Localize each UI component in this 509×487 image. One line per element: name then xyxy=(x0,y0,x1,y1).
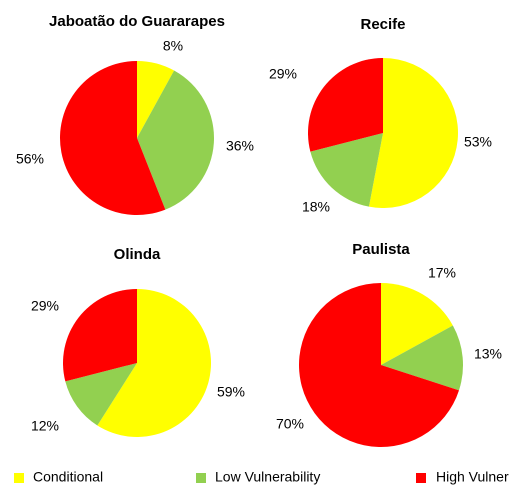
data-label: 29% xyxy=(269,66,297,82)
data-label: 18% xyxy=(302,199,330,215)
chart-title: Paulista xyxy=(352,241,410,258)
pie-slice xyxy=(310,133,383,207)
chart-title: Jaboatão do Guararapes xyxy=(49,13,225,30)
pie-slice xyxy=(308,58,383,152)
legend-label: Low Vulnerability xyxy=(215,469,320,485)
data-label: 56% xyxy=(16,151,44,167)
data-label: 53% xyxy=(464,134,492,150)
data-label: 17% xyxy=(428,265,456,281)
pie-slice xyxy=(63,289,137,382)
legend-swatch xyxy=(14,473,24,483)
chart-title: Recife xyxy=(360,16,405,33)
pie-slice xyxy=(368,58,459,208)
pie-slice xyxy=(97,289,211,437)
pie-slice xyxy=(137,70,214,210)
pie-slice xyxy=(381,283,453,365)
pie-slice xyxy=(298,283,459,447)
data-label: 13% xyxy=(474,346,502,362)
data-label: 36% xyxy=(226,138,254,154)
data-label: 12% xyxy=(31,418,59,434)
data-label: 59% xyxy=(217,384,245,400)
chart-title: Olinda xyxy=(114,246,161,263)
pie-slice xyxy=(137,61,175,138)
pie-slice xyxy=(65,363,137,426)
pie-slice xyxy=(60,60,166,215)
data-label: 8% xyxy=(163,38,183,54)
data-label: 70% xyxy=(276,416,304,432)
legend-label: High Vulnerability xyxy=(436,469,509,485)
legend-swatch xyxy=(416,473,426,483)
data-label: 29% xyxy=(31,298,59,314)
legend-label: Conditional xyxy=(33,469,103,485)
legend-swatch xyxy=(196,473,206,483)
pie-slice xyxy=(381,325,463,391)
